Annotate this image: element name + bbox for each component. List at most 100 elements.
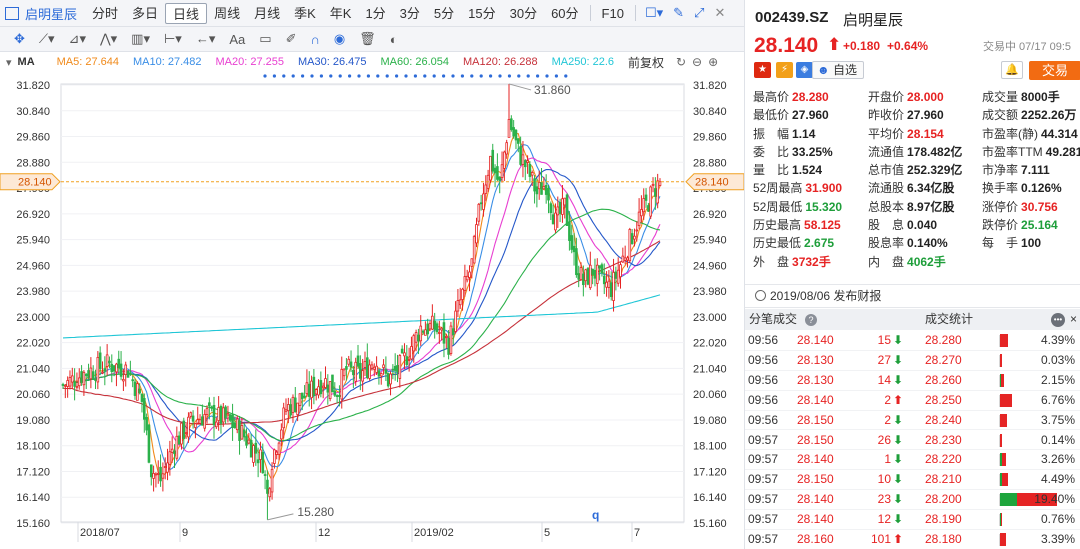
table-row[interactable]: 09:57 28.140 23 ⬇ 28.200 19.40% xyxy=(745,490,1080,511)
y-tick-label: 24.960 xyxy=(16,260,50,272)
period-tab[interactable]: 30分 xyxy=(509,5,538,21)
lightning-icon[interactable]: ⚡ xyxy=(776,62,793,78)
magnet-icon[interactable]: ∩ xyxy=(310,31,320,47)
candle-body xyxy=(240,425,244,440)
table-row[interactable]: 09:56 28.130 27 ⬇ 28.270 0.03% xyxy=(745,351,1080,371)
kline-svg[interactable]: 31.820 31.820 30.840 30.840 29.860 29.860 28.8… xyxy=(0,72,745,549)
range-tool-icon[interactable]: ⊢▾ xyxy=(163,31,182,46)
period-tab[interactable]: 15分 xyxy=(468,5,496,21)
announcement-row[interactable]: 2019/08/06 发布财报 xyxy=(745,284,1080,308)
table-row[interactable]: 09:57 28.150 10 ⬇ 28.210 4.49% xyxy=(745,470,1080,491)
period-tab[interactable]: 日线 xyxy=(165,2,208,24)
more-icon[interactable]: ••• xyxy=(1051,313,1065,327)
panel-toggle-icon[interactable] xyxy=(5,6,19,20)
candle-body xyxy=(407,359,411,361)
price-tag-left-text: 28.140 xyxy=(18,177,52,189)
trade-stats-header[interactable]: 成交统计 xyxy=(925,312,974,326)
polyline-tool-icon[interactable]: ⋀▾ xyxy=(99,31,118,46)
stat-cell: 市净率 7.111 xyxy=(982,161,1050,178)
add-watchlist-button[interactable]: ☻ 自选 xyxy=(812,61,864,79)
candle-body xyxy=(129,372,132,375)
china-flag-icon: ★ xyxy=(754,62,771,78)
tick-time: 09:56 xyxy=(748,352,779,367)
stock-name-link[interactable]: 启明星辰 xyxy=(25,6,78,22)
toggle-icon[interactable]: ◐ xyxy=(389,31,398,47)
segment-tool-icon[interactable]: ⟋▾ xyxy=(38,31,55,46)
crosshair-tool-icon[interactable]: ✥ xyxy=(14,31,25,46)
event-marker xyxy=(554,74,559,78)
candle-body xyxy=(249,439,253,458)
stat-value: 2.675 xyxy=(804,236,835,251)
table-row[interactable]: 09:57 28.140 12 ⬇ 28.190 0.76% xyxy=(745,510,1080,530)
adjust-dropdown[interactable]: 前复权 xyxy=(628,55,665,70)
tick-price: 28.150 xyxy=(797,412,834,427)
period-tab[interactable]: 多日 xyxy=(132,5,159,21)
period-tab[interactable]: 分时 xyxy=(92,5,119,21)
text-tool-icon[interactable]: Aa xyxy=(229,31,246,47)
table-row[interactable]: 09:56 28.130 14 ⬇ 28.260 2.15% xyxy=(745,371,1080,391)
y-tick-label: 15.160 xyxy=(693,518,727,530)
draw-line-tool-icon[interactable]: ⊿▾ xyxy=(68,31,86,46)
candle-body xyxy=(66,380,69,387)
stat-cell: 成交额 2252.26万 xyxy=(982,106,1076,123)
table-row[interactable]: 09:57 28.150 26 ⬇ 28.230 0.14% xyxy=(745,431,1080,451)
table-row[interactable]: 09:57 28.140 1 ⬇ 28.220 3.26% xyxy=(745,450,1080,471)
f10-button[interactable]: F10 xyxy=(601,5,624,21)
close-panel-icon[interactable]: × xyxy=(1070,312,1078,326)
trade-button[interactable]: 交易 xyxy=(1029,61,1080,80)
pen-icon[interactable]: ✎ xyxy=(673,5,685,20)
stat-value: 15.320 xyxy=(805,199,843,214)
candle-body xyxy=(354,361,357,382)
event-marker xyxy=(348,74,352,78)
candle-body xyxy=(396,364,399,373)
volume-share-bar xyxy=(1000,493,1057,507)
stat-value: 49.281 xyxy=(1045,144,1080,159)
comment-tool-icon[interactable]: ▭ xyxy=(259,31,272,46)
candle-body xyxy=(400,348,404,354)
candle-body xyxy=(505,142,508,155)
undo-icon[interactable]: ←▾ xyxy=(195,31,216,46)
period-tab[interactable]: 1分 xyxy=(365,5,386,21)
period-tab[interactable]: 3分 xyxy=(399,5,420,21)
y-tick-label: 24.960 xyxy=(693,260,727,272)
ma-legend-item: MA20: 27.255 xyxy=(215,56,285,68)
collapse-icon[interactable]: ▾ xyxy=(6,56,12,69)
period-tab[interactable]: 5分 xyxy=(433,5,455,21)
candle-body xyxy=(273,449,276,464)
table-row[interactable]: 09:56 28.150 2 ⬇ 28.240 3.75% xyxy=(745,411,1080,431)
table-row[interactable]: 09:56 28.140 2 ⬆ 28.250 6.76% xyxy=(745,391,1080,411)
period-tab[interactable]: 周线 xyxy=(214,5,241,21)
tick-trades-header[interactable]: 分笔成交 xyxy=(749,312,798,326)
candle-body xyxy=(124,364,128,375)
stat-cell: 跌停价 25.164 xyxy=(982,216,1058,233)
candle-body xyxy=(87,370,90,378)
ma-line xyxy=(62,132,661,482)
trash-icon[interactable]: 🗑 xyxy=(359,31,376,46)
period-tab[interactable]: 月线 xyxy=(254,5,281,21)
pattern-tool-icon[interactable]: ▥▾ xyxy=(131,31,150,46)
tag-icon[interactable]: ◈ xyxy=(796,62,813,78)
candle-body xyxy=(307,383,311,397)
eye-icon[interactable]: ◉ xyxy=(333,31,346,46)
candle-body xyxy=(96,356,100,383)
bar-axis xyxy=(999,374,1000,387)
stat-value: 27.960 xyxy=(907,108,944,123)
period-tab[interactable]: 60分 xyxy=(551,5,579,21)
stat-label: 涨停价 xyxy=(982,199,1019,214)
candle-body xyxy=(300,392,304,400)
period-tab[interactable]: 季K xyxy=(294,5,316,21)
help-icon[interactable]: ? xyxy=(805,314,817,326)
table-row[interactable]: 09:56 28.140 15 ⬇ 28.280 4.39% xyxy=(745,331,1080,351)
period-tab[interactable]: 年K xyxy=(329,5,352,21)
kline-chart[interactable]: 31.820 31.820 30.840 30.840 29.860 29.860 28.8… xyxy=(0,72,745,549)
alert-bell-icon[interactable]: 🔔 xyxy=(1001,61,1023,79)
close-icon[interactable]: ✕ xyxy=(714,5,726,20)
candle-body xyxy=(621,255,625,263)
table-row[interactable]: 09:57 28.160 101 ⬆ 28.180 3.39% xyxy=(745,530,1080,549)
brush-icon[interactable]: ✐ xyxy=(285,31,297,46)
refresh-controls-icon[interactable]: ↻⊖⊕ xyxy=(676,55,725,69)
stat-cell: 流通股 6.34亿股 xyxy=(868,179,954,196)
fullscreen-icon[interactable]: ⤢ xyxy=(694,5,705,20)
candle-body xyxy=(379,373,383,377)
checkbox-icon[interactable]: ☐▾ xyxy=(644,5,664,20)
